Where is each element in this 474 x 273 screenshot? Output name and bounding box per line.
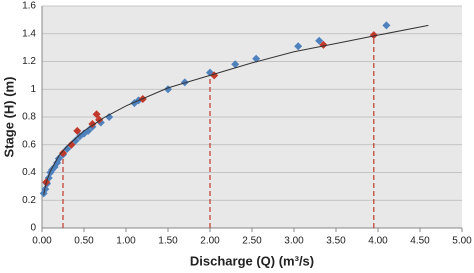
x-tick-label: 2.00 [200, 236, 220, 247]
point [294, 42, 303, 51]
x-tick-label: 1.00 [116, 236, 136, 247]
x-tick-label: 4.00 [368, 236, 388, 247]
point [63, 144, 72, 153]
x-tick-label: 2.50 [242, 236, 262, 247]
point [71, 136, 80, 145]
x-tick-label: 3.00 [284, 236, 304, 247]
y-tick-label: 0.4 [22, 167, 36, 178]
point [180, 78, 189, 87]
point [369, 31, 378, 40]
point [54, 154, 63, 163]
y-tick-label: 1.4 [22, 28, 36, 39]
x-tick-label: 3.50 [326, 236, 346, 247]
x-tick-label: 5.00 [452, 236, 472, 247]
y-tick-label: 0.6 [22, 139, 36, 150]
x-tick-label: 0.50 [74, 236, 94, 247]
point [315, 36, 324, 45]
point [92, 110, 101, 119]
y-tick-label: 1.2 [22, 56, 36, 67]
point [73, 126, 82, 135]
y-axis-title: Stage (H) (m) [1, 77, 16, 158]
x-axis-title: Discharge (Q) (m³/s) [190, 253, 314, 268]
point [105, 113, 114, 121]
y-tick-label: 0.8 [22, 112, 36, 123]
point [88, 119, 97, 128]
point [231, 60, 240, 69]
y-tick-label: 0 [30, 223, 36, 234]
fit-curve [43, 24, 429, 195]
point [59, 149, 67, 158]
x-tick-label: 0.00 [32, 236, 52, 247]
point [382, 21, 391, 30]
x-tick-label: 4.50 [410, 236, 430, 247]
point [67, 140, 76, 149]
x-tick-label: 1.50 [158, 236, 178, 247]
point [252, 54, 261, 63]
y-tick-label: 1 [30, 84, 36, 95]
y-tick-label: 1.6 [22, 1, 36, 12]
y-tick-label: 0.2 [22, 195, 36, 206]
